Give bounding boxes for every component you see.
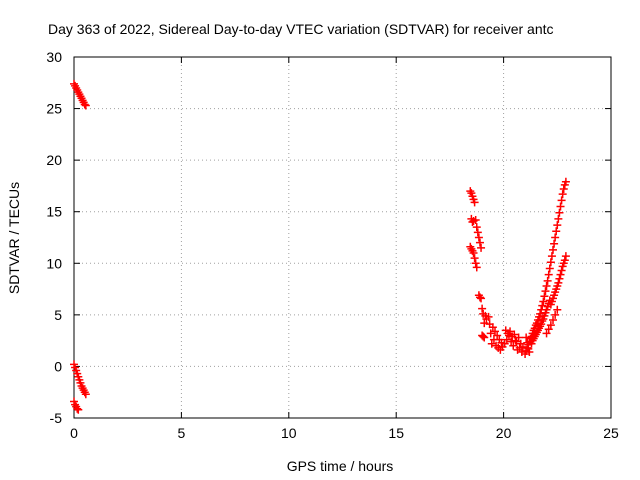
data-point xyxy=(523,338,532,347)
data-point xyxy=(558,190,567,199)
data-point xyxy=(479,332,488,341)
grid-lines xyxy=(74,57,611,418)
data-point xyxy=(549,245,558,254)
data-point xyxy=(522,333,531,342)
data-point xyxy=(477,243,486,252)
data-point xyxy=(477,294,486,303)
data-point xyxy=(542,281,551,290)
data-point xyxy=(559,185,568,194)
y-tick-label: 10 xyxy=(46,255,62,271)
data-point xyxy=(475,238,484,247)
data-point xyxy=(540,292,549,301)
y-tick-label: 20 xyxy=(46,152,62,168)
data-point xyxy=(471,215,480,224)
data-point xyxy=(484,312,493,321)
data-point xyxy=(541,287,550,296)
x-tick-label: 0 xyxy=(70,425,78,441)
data-point xyxy=(546,321,555,330)
x-tick-label: 25 xyxy=(603,425,619,441)
data-point xyxy=(491,327,500,336)
data-point xyxy=(543,276,552,285)
data-point xyxy=(480,319,489,328)
data-point xyxy=(555,208,564,217)
data-point xyxy=(493,331,502,340)
data-point xyxy=(557,266,566,275)
data-point xyxy=(514,333,523,342)
data-point xyxy=(480,333,489,342)
data-point xyxy=(553,305,562,314)
data-point xyxy=(542,329,551,338)
data-point xyxy=(81,101,90,110)
data-point xyxy=(551,233,560,242)
data-point xyxy=(554,278,563,287)
data-point xyxy=(502,335,511,344)
y-tick-label: -5 xyxy=(50,410,63,426)
data-point xyxy=(561,252,570,261)
plot-frame xyxy=(73,56,612,419)
data-point xyxy=(551,310,560,319)
data-point xyxy=(557,196,566,205)
data-point xyxy=(470,198,479,207)
data-point xyxy=(544,325,553,334)
data-point xyxy=(500,339,509,348)
data-point xyxy=(545,264,554,273)
data-point xyxy=(81,390,90,399)
data-point xyxy=(538,301,547,310)
data-point xyxy=(74,405,83,414)
data-point xyxy=(560,256,569,265)
y-tick-label: 5 xyxy=(54,307,62,323)
data-point xyxy=(546,258,555,267)
y-tick-label: 25 xyxy=(46,101,62,117)
data-point xyxy=(547,252,556,261)
data-point xyxy=(470,254,479,263)
x-tick-label: 10 xyxy=(281,425,297,441)
data-point xyxy=(475,293,484,302)
data-point xyxy=(556,270,565,279)
x-tick-label: 20 xyxy=(496,425,512,441)
data-point xyxy=(549,316,558,325)
data-point xyxy=(472,223,481,232)
data-point xyxy=(471,259,480,268)
data-point xyxy=(478,304,487,313)
data-point xyxy=(553,221,562,230)
x-tick-label: 5 xyxy=(178,425,186,441)
data-point xyxy=(487,339,496,348)
data-point xyxy=(80,100,89,109)
data-point xyxy=(556,202,565,211)
y-tick-label: 15 xyxy=(46,204,62,220)
data-point xyxy=(561,177,570,186)
data-point xyxy=(488,323,497,332)
data-point xyxy=(550,239,559,248)
y-tick-label: 30 xyxy=(46,49,62,65)
data-point xyxy=(473,228,482,237)
data-points xyxy=(70,79,570,414)
data-point xyxy=(539,297,548,306)
y-tick-label: 0 xyxy=(54,358,62,374)
data-point xyxy=(469,248,478,257)
x-tick-label: 15 xyxy=(388,425,404,441)
data-point xyxy=(486,329,495,338)
data-point xyxy=(544,270,553,279)
data-point xyxy=(554,214,563,223)
x-ticks: 0 5 10 15 20 25 xyxy=(70,57,619,441)
x-axis-label: GPS time / hours xyxy=(287,458,394,474)
data-point xyxy=(472,263,481,272)
data-point xyxy=(525,347,534,356)
data-point xyxy=(555,274,564,283)
y-axis-label: SDTVAR / TECUs xyxy=(6,182,22,294)
data-point xyxy=(474,233,483,242)
data-point xyxy=(506,327,515,336)
data-point xyxy=(510,330,519,339)
data-point xyxy=(515,343,524,352)
y-ticks: -5 0 5 10 15 20 25 30 xyxy=(46,49,611,426)
data-point xyxy=(536,309,545,318)
data-point xyxy=(552,227,561,236)
data-point xyxy=(512,337,521,346)
chart-title: Day 363 of 2022, Sidereal Day-to-day VTE… xyxy=(48,21,554,37)
data-point xyxy=(73,404,82,413)
data-point xyxy=(509,341,518,350)
data-point xyxy=(489,335,498,344)
